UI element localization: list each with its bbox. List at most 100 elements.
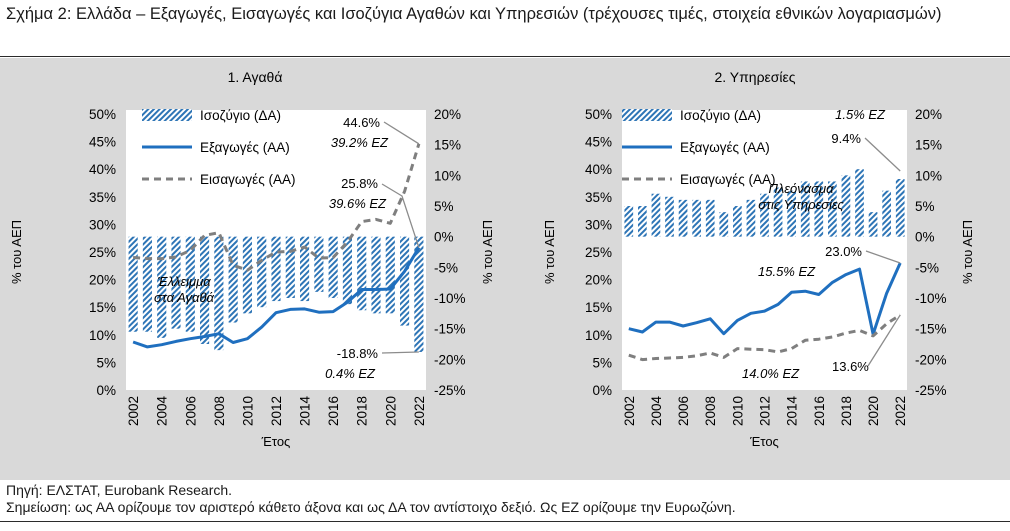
annotation-exports-last: 23.0% xyxy=(825,244,862,259)
balance-bar xyxy=(895,179,905,237)
legend-balance-swatch xyxy=(142,109,192,121)
balance-bar xyxy=(665,196,674,237)
imports-line xyxy=(628,313,902,362)
legend-imports-label: Εισαγωγές (ΑΑ) xyxy=(200,172,295,187)
balance-bar xyxy=(228,236,238,323)
balance-bar xyxy=(314,236,324,292)
left-tick-label: 45% xyxy=(585,135,612,150)
right-tick-label: -20% xyxy=(915,352,947,367)
x-tick-label: 2008 xyxy=(212,396,227,426)
left-tick-label: 20% xyxy=(585,273,612,288)
balance-bar xyxy=(733,206,742,237)
annotation-leader xyxy=(381,351,419,354)
balance-bar xyxy=(157,236,167,338)
annotation-imports-ez: 39.2% ΕΖ xyxy=(331,135,389,150)
balance-bar xyxy=(624,206,634,237)
x-tick-label: 2004 xyxy=(649,396,664,427)
right-tick-label: 10% xyxy=(434,168,461,183)
x-tick-label: 2020 xyxy=(383,396,398,426)
left-tick-label: 25% xyxy=(89,245,116,260)
left-tick-label: 40% xyxy=(89,162,116,177)
x-tick-label: 2004 xyxy=(155,396,170,427)
left-tick-label: 0% xyxy=(592,383,612,398)
chart-panel-goods: 1. Αγαθά 0% 5% 10% 15% 20% 25% 30% 35% 40% 45% 50% -… xyxy=(0,58,510,480)
balance-bar xyxy=(342,236,352,305)
figure-footer: Πηγή: ΕΛΣΤΑΤ, Eurobank Research. Σημείωσ… xyxy=(6,482,736,516)
balance-bar xyxy=(841,175,851,237)
left-tick-label: 0% xyxy=(96,383,116,398)
left-tick-label: 25% xyxy=(585,245,612,260)
x-tick-label: 2008 xyxy=(703,396,718,426)
right-axis-title: % του ΑΕΠ xyxy=(960,220,975,284)
right-tick-label: -25% xyxy=(434,383,466,398)
right-tick-label: 10% xyxy=(915,168,942,183)
legend-exports-label: Εξαγωγές (ΑΑ) xyxy=(200,140,290,155)
balance-bar xyxy=(171,236,181,329)
imports-line xyxy=(132,143,421,272)
balance-bar xyxy=(800,181,810,237)
left-tick-label: 15% xyxy=(585,300,612,315)
exports-line xyxy=(628,262,902,336)
annotation-imports-ez: 14.0% ΕΖ xyxy=(742,366,800,381)
balance-bar xyxy=(828,181,837,237)
balance-bar xyxy=(414,236,424,352)
left-tick-label: 20% xyxy=(89,273,116,288)
annotation-leader xyxy=(864,137,901,172)
annotation-bars-label: Πλεόνασμα στις Υπηρεσίες xyxy=(758,181,844,212)
x-axis-title: Έτος xyxy=(749,434,779,449)
balance-bar xyxy=(400,236,410,326)
balance-bar xyxy=(814,181,824,237)
left-tick-label: 50% xyxy=(89,107,116,122)
explanatory-note: Σημείωση: ως ΑΑ ορίζουμε τον αριστερό κά… xyxy=(6,499,736,515)
x-tick-label: 2014 xyxy=(785,396,800,427)
x-tick-label: 2018 xyxy=(355,396,370,426)
x-axis-title: Έτος xyxy=(261,434,291,449)
balance-bar xyxy=(882,190,891,237)
left-tick-label: 10% xyxy=(585,328,612,343)
balance-bar xyxy=(200,236,210,344)
balance-bar xyxy=(242,236,252,314)
annotation-exports-last: 25.8% xyxy=(341,176,378,191)
x-tick-label: 2006 xyxy=(183,396,198,426)
annotation-leader xyxy=(381,183,420,248)
balance-bar xyxy=(705,199,715,237)
annotation-bars-label-line: στις Υπηρεσίες xyxy=(758,197,844,212)
chart-title: 1. Αγαθά xyxy=(228,69,283,85)
x-tick-label: 2010 xyxy=(240,396,255,426)
balance-bar xyxy=(300,236,310,302)
balance-bar xyxy=(855,169,864,237)
right-tick-label: -10% xyxy=(915,291,947,306)
right-tick-label: 15% xyxy=(434,138,461,153)
right-tick-label: -20% xyxy=(434,352,466,367)
chart-panel-services: 2. Υπηρεσίες 0% 5% 10% 15% 20% 25% 30% 35% 40% 45%… xyxy=(510,58,1010,480)
balance-bar xyxy=(285,236,295,298)
services-chart: 2. Υπηρεσίες 0% 5% 10% 15% 20% 25% 30% 35% 40% 45%… xyxy=(542,69,975,449)
right-tick-label: 20% xyxy=(434,107,461,122)
legend-exports-label: Εξαγωγές (ΑΑ) xyxy=(680,140,770,155)
left-tick-label: 35% xyxy=(89,190,116,205)
balance-bar xyxy=(746,199,756,237)
left-tick-label: 50% xyxy=(585,107,612,122)
right-tick-label: -5% xyxy=(915,260,939,275)
balance-bar xyxy=(638,206,647,237)
source-note: Πηγή: ΕΛΣΤΑΤ, Eurobank Research. xyxy=(6,482,233,498)
x-tick-label: 2002 xyxy=(126,396,141,426)
balance-bar xyxy=(773,187,783,237)
x-tick-label: 2002 xyxy=(622,396,637,426)
balance-bar xyxy=(678,199,688,237)
left-tick-label: 40% xyxy=(585,162,612,177)
balance-bar xyxy=(357,236,367,311)
balance-bar xyxy=(651,193,661,237)
annotation-imports-last: 13.6% xyxy=(832,359,869,374)
annotation-balance-last: -18.8% xyxy=(337,346,379,361)
left-axis-title: % του ΑΕΠ xyxy=(9,220,24,284)
right-tick-label: 15% xyxy=(915,138,942,153)
figure-title: Σχήμα 2: Ελλάδα – Εξαγωγές, Εισαγωγές κα… xyxy=(6,5,942,23)
legend-balance-label: Ισοζύγιο (ΔΑ) xyxy=(680,108,761,123)
balance-bar xyxy=(271,236,281,302)
left-tick-label: 30% xyxy=(585,217,612,232)
balance-bar xyxy=(868,212,878,237)
left-tick-label: 35% xyxy=(585,190,612,205)
right-axis-title: % του ΑΕΠ xyxy=(480,220,495,284)
x-tick-label: 2022 xyxy=(412,396,427,426)
